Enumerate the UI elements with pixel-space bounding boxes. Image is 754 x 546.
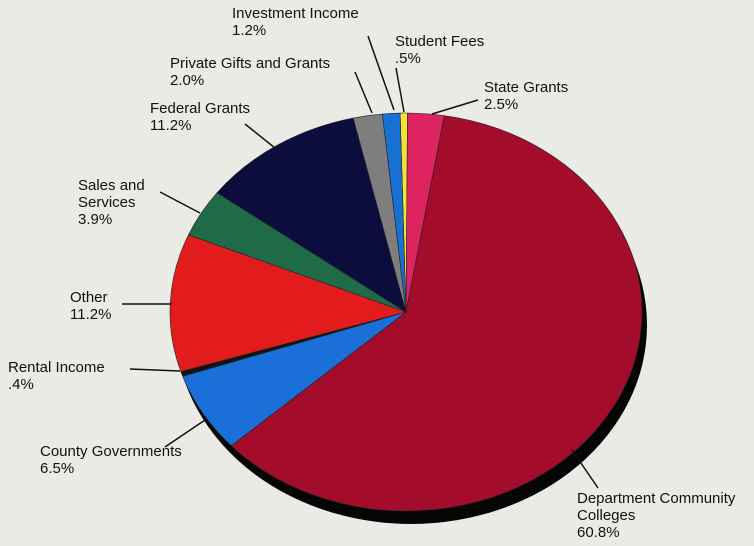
slice-name: Federal Grants xyxy=(150,100,251,117)
slice-name: Student Fees xyxy=(395,33,485,50)
slice-name: County Governments xyxy=(40,443,182,460)
slice-label: Rental Income .4% xyxy=(8,359,148,393)
slice-label: State Grants 2.5% xyxy=(484,79,614,113)
slice-name: Department Community Colleges xyxy=(577,490,736,524)
leader-line xyxy=(244,123,276,149)
slice-value: 6.5% xyxy=(40,460,75,477)
slice-label: Student Fees .5% xyxy=(395,33,525,67)
slice-value: .4% xyxy=(8,376,34,393)
slice-name: Other xyxy=(70,289,108,306)
pie-slice xyxy=(216,117,407,313)
leader-line xyxy=(431,99,479,115)
slice-name: State Grants xyxy=(484,79,569,96)
pie-slice xyxy=(169,234,408,372)
slice-value: 1.2% xyxy=(232,22,267,39)
slice-name: Private Gifts and Grants xyxy=(170,55,331,72)
slice-label: Department Community Colleges 60.8% xyxy=(577,490,747,541)
slice-value: 2.0% xyxy=(170,72,205,89)
slice-label: Investment Income 1.2% xyxy=(232,5,402,39)
leader-line xyxy=(164,419,206,448)
pie-slice xyxy=(230,115,643,512)
slice-label: Federal Grants 11.2% xyxy=(150,100,290,134)
slice-name: Investment Income xyxy=(232,5,359,22)
leader-line xyxy=(129,368,181,372)
slice-value: 60.8% xyxy=(577,524,620,541)
slice-value: 11.2% xyxy=(70,306,112,323)
pie-slice xyxy=(382,112,407,313)
slice-value: .5% xyxy=(395,50,421,67)
leader-line xyxy=(367,35,395,111)
slice-label: Other 11.2% xyxy=(70,289,150,323)
slice-name: Rental Income xyxy=(8,359,105,376)
leader-line xyxy=(571,449,599,489)
slice-label: County Governments 6.5% xyxy=(40,443,240,477)
slice-value: 3.9% xyxy=(78,211,113,228)
slice-name: Sales and Services xyxy=(78,177,145,211)
slice-value: 11.2% xyxy=(150,117,192,134)
leader-line xyxy=(354,71,373,114)
leader-line xyxy=(395,67,405,113)
slice-label: Private Gifts and Grants 2.0% xyxy=(170,55,380,89)
slice-value: 2.5% xyxy=(484,96,519,113)
leader-line xyxy=(159,191,201,214)
slice-label: Sales and Services 3.9% xyxy=(78,177,153,228)
